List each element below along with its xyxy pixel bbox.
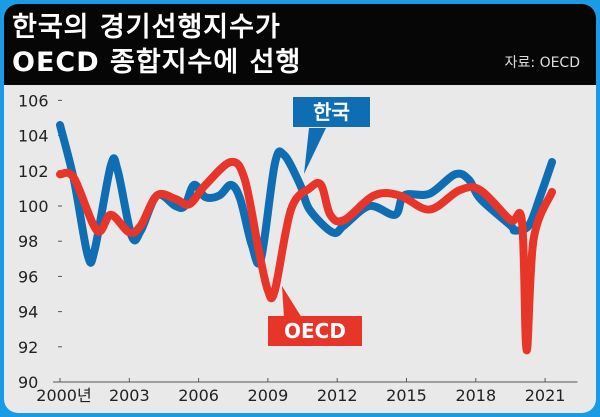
y-tick-label: 102: [18, 162, 49, 181]
legend-label-oecd: OECD: [268, 316, 362, 346]
y-tick-label: 94: [18, 303, 38, 322]
title-bar: 한국의 경기선행지수가 OECD 종합지수에 선행 자료: OECD: [4, 4, 596, 85]
x-tick-label: 2009: [248, 386, 289, 405]
x-tick-label: 2000년: [36, 386, 91, 405]
x-tick-label: 2021: [525, 386, 566, 405]
title-line-2: OECD 종합지수에 선행: [12, 47, 302, 78]
title-line-1: 한국의 경기선행지수가: [12, 12, 281, 43]
y-tick-label: 96: [18, 267, 38, 286]
x-tick-label: 2003: [109, 386, 150, 405]
chart-title: 한국의 경기선행지수가 OECD 종합지수에 선행: [12, 10, 301, 80]
chart-frame: 한국의 경기선행지수가 OECD 종합지수에 선행 자료: OECD 2000년…: [4, 4, 596, 413]
x-tick-label: 2012: [317, 386, 358, 405]
y-tick-label: 98: [18, 232, 38, 251]
y-tick-label: 100: [18, 197, 49, 216]
y-tick-label: 104: [18, 127, 49, 146]
x-tick-label: 2015: [386, 386, 427, 405]
korea-callout-pointer: [304, 128, 326, 174]
y-tick-label: 106: [18, 91, 49, 110]
x-tick-label: 2018: [455, 386, 496, 405]
series-line-korea: [56, 121, 557, 268]
oecd-callout-pointer: [282, 286, 302, 318]
y-tick-label: 90: [18, 373, 38, 392]
line-chart: 2000년 2003 2006 2009 2012 2015 2018 2021 106 104 1…: [18, 91, 578, 405]
series-line-oecd: [56, 157, 557, 355]
legend-label-korea: 한국: [293, 97, 370, 127]
y-tick-label: 92: [18, 338, 38, 357]
x-tick-label: 2006: [178, 386, 219, 405]
source-note: 자료: OECD: [504, 55, 580, 71]
